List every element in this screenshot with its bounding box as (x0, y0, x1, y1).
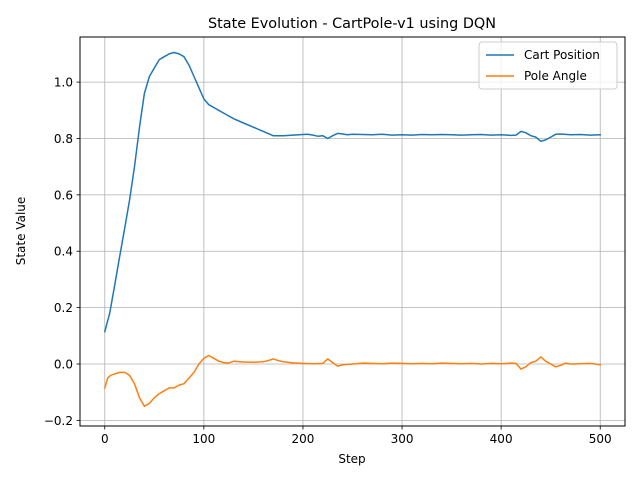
y-tick-label: 1.0 (54, 76, 73, 90)
legend-label-pole-angle: Pole Angle (524, 69, 587, 83)
y-tick-label: −0.2 (44, 414, 73, 428)
x-tick-label: 0 (101, 432, 109, 446)
x-tick-label: 200 (292, 432, 315, 446)
legend-label-cart-position: Cart Position (524, 48, 600, 62)
x-tick-label: 400 (490, 432, 513, 446)
legend-box (478, 41, 618, 90)
x-tick-label: 500 (589, 432, 612, 446)
series-line-cart-position (103, 51, 601, 333)
series-lines (103, 51, 602, 408)
x-axis-label: Step (338, 452, 365, 466)
y-tick-label: 0.6 (54, 188, 73, 202)
grid (80, 37, 625, 426)
x-axis-ticks: 0 100 200 300 400 500 (101, 426, 612, 446)
x-tick-label: 100 (192, 432, 215, 446)
legend: Cart Position Pole Angle (478, 41, 618, 90)
y-axis-ticks: −0.2 0.0 0.2 0.4 0.6 0.8 1.0 (44, 76, 80, 428)
y-tick-label: 0.0 (54, 357, 73, 371)
plot-frame (79, 36, 626, 427)
x-tick-label: 300 (391, 432, 414, 446)
y-tick-label: 0.4 (54, 245, 73, 259)
series-line-pole-angle (103, 354, 602, 408)
y-tick-label: 0.8 (54, 132, 73, 146)
chart-title: State Evolution - CartPole-v1 using DQN (208, 16, 496, 32)
y-tick-label: 0.2 (54, 301, 73, 315)
y-axis-label: State Value (14, 197, 28, 266)
